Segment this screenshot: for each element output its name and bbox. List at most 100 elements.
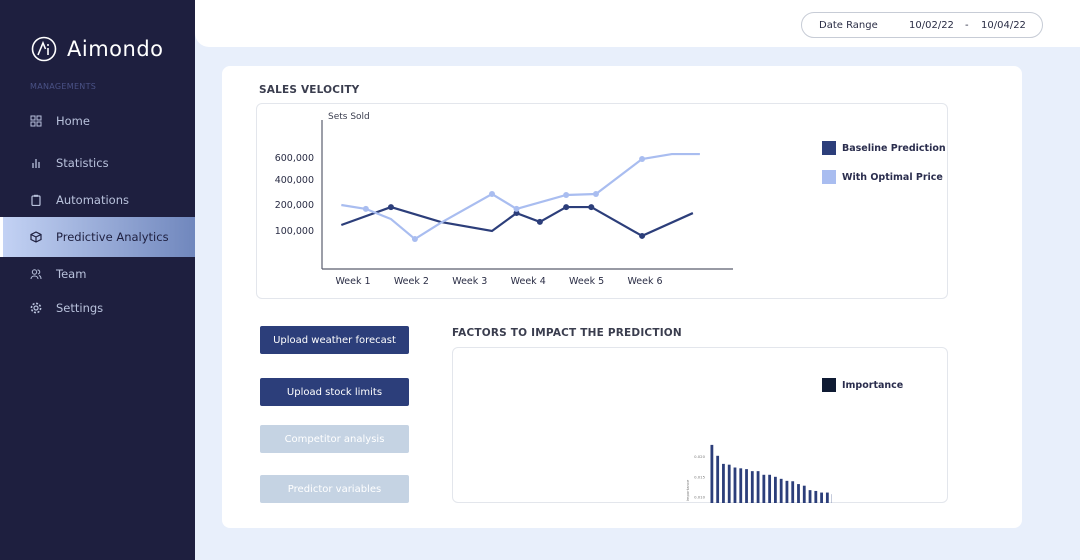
bar bbox=[773, 476, 777, 503]
sales-velocity-title: SALES VELOCITY bbox=[259, 84, 360, 96]
y-tick-label: 400,000 bbox=[275, 175, 314, 186]
users-icon bbox=[30, 269, 42, 280]
app-name: Aimondo bbox=[67, 37, 164, 61]
main-card: SALES VELOCITY Sets Sold 100,000 200,000 40… bbox=[222, 66, 1022, 528]
x-tick-label: Week 2 bbox=[394, 276, 429, 287]
sidebar-item-label: Statistics bbox=[56, 156, 109, 170]
series-line-baseline bbox=[340, 205, 694, 238]
date-range-picker[interactable]: Date Range 10/02/22 - 10/04/22 bbox=[801, 12, 1043, 38]
legend-label: With Optimal Price bbox=[842, 171, 943, 183]
data-point bbox=[592, 191, 599, 197]
bar bbox=[762, 474, 766, 503]
sidebar-item-label: Automations bbox=[56, 193, 129, 207]
data-point bbox=[411, 236, 418, 243]
sidebar-item-label: Team bbox=[56, 267, 87, 281]
grid-icon bbox=[30, 115, 42, 127]
x-tick-label: Week 6 bbox=[627, 276, 662, 287]
bar bbox=[814, 490, 818, 503]
date-separator: - bbox=[965, 19, 969, 31]
bar bbox=[745, 469, 748, 503]
sidebar-item-team[interactable]: Team bbox=[0, 254, 195, 294]
legend-importance: Importance bbox=[822, 378, 903, 392]
x-tick-label: Week 4 bbox=[511, 276, 546, 287]
bar bbox=[802, 485, 806, 503]
legend-label: Importance bbox=[842, 379, 904, 391]
bar bbox=[791, 481, 795, 503]
data-point bbox=[362, 205, 369, 212]
predictor-variables-button[interactable]: Predictor variables bbox=[260, 475, 409, 503]
bar bbox=[756, 471, 760, 503]
bar bbox=[808, 490, 812, 503]
data-point bbox=[387, 204, 394, 211]
legend-baseline: Baseline Prediction bbox=[822, 141, 946, 155]
y-tick-label: 600,000 bbox=[275, 153, 314, 164]
date-to[interactable]: 10/04/22 bbox=[981, 19, 1026, 31]
aimondo-logo-icon bbox=[31, 36, 57, 62]
bar bbox=[733, 467, 737, 503]
sidebar: Aimondo MANAGEMENTS Home Statistics Automa… bbox=[0, 0, 195, 560]
data-point bbox=[513, 205, 520, 212]
date-from[interactable]: 10/02/22 bbox=[909, 19, 954, 31]
data-point bbox=[588, 204, 595, 211]
legend-label: Baseline Prediction bbox=[842, 142, 946, 154]
factors-bar-chart: 0.0000.0050.0100.0150.020ImportanceSF11S… bbox=[685, 444, 832, 503]
logo[interactable]: Aimondo bbox=[31, 36, 164, 62]
sidebar-item-label: Home bbox=[56, 114, 90, 128]
bar bbox=[750, 471, 754, 503]
legend-swatch bbox=[822, 141, 836, 155]
upload-stock-limits-button[interactable]: Upload stock limits bbox=[260, 378, 409, 406]
cube-icon bbox=[30, 231, 42, 243]
data-point bbox=[639, 155, 646, 162]
y-tick-label: 0.010 bbox=[694, 495, 705, 500]
bar bbox=[779, 478, 783, 503]
legend-swatch bbox=[822, 378, 836, 392]
factors-title: FACTORS TO IMPACT THE PREDICTION bbox=[452, 327, 682, 339]
sidebar-item-automations[interactable]: Automations bbox=[0, 180, 195, 220]
data-point bbox=[513, 210, 520, 217]
series-line-optimal bbox=[341, 152, 700, 241]
top-bar: Date Range 10/02/22 - 10/04/22 bbox=[195, 0, 1080, 47]
sidebar-item-predictive-analytics[interactable]: Predictive Analytics bbox=[0, 217, 195, 257]
sidebar-item-label: Settings bbox=[56, 301, 104, 315]
bar bbox=[785, 480, 789, 503]
legend-optimal: With Optimal Price bbox=[822, 170, 943, 184]
sidebar-item-statistics[interactable]: Statistics bbox=[0, 143, 195, 183]
bar bbox=[820, 492, 823, 503]
factors-chart-box bbox=[452, 347, 948, 503]
bar bbox=[722, 463, 725, 503]
date-range-label: Date Range bbox=[819, 19, 878, 31]
upload-weather-forecast-button[interactable]: Upload weather forecast bbox=[260, 326, 409, 354]
sales-velocity-chart: Sets Sold 100,000 200,000 400,000 600,000 Wee… bbox=[275, 112, 733, 287]
y-tick-label: 0.020 bbox=[694, 454, 705, 459]
competitor-analysis-button[interactable]: Competitor analysis bbox=[260, 425, 409, 453]
data-point bbox=[488, 191, 495, 197]
bar bbox=[825, 492, 829, 503]
data-point bbox=[639, 232, 646, 239]
bar bbox=[710, 444, 714, 503]
x-tick-label: Week 5 bbox=[569, 276, 604, 287]
legend-swatch bbox=[822, 170, 836, 184]
gear-icon bbox=[30, 302, 42, 314]
section-label: MANAGEMENTS bbox=[30, 82, 97, 91]
bar bbox=[739, 468, 743, 503]
data-point bbox=[563, 192, 570, 198]
y-axis-label: Sets Sold bbox=[328, 112, 370, 122]
y-axis-label: Importance bbox=[685, 479, 690, 501]
x-tick-label: Week 3 bbox=[452, 276, 487, 287]
data-point bbox=[536, 218, 543, 225]
x-tick-label: Week 1 bbox=[335, 276, 370, 287]
bar bbox=[727, 464, 731, 503]
sales-chart-box bbox=[256, 103, 948, 299]
sidebar-item-settings[interactable]: Settings bbox=[0, 288, 195, 328]
bar bbox=[797, 484, 800, 503]
y-tick-label: 200,000 bbox=[275, 200, 314, 211]
sidebar-item-home[interactable]: Home bbox=[0, 101, 195, 141]
y-tick-label: 100,000 bbox=[275, 226, 314, 237]
data-point bbox=[563, 204, 570, 211]
sidebar-item-label: Predictive Analytics bbox=[56, 230, 169, 244]
bar-chart-icon bbox=[32, 159, 40, 168]
y-tick-label: 0.015 bbox=[694, 474, 705, 479]
bar bbox=[768, 474, 772, 503]
bar bbox=[716, 455, 720, 503]
clipboard-icon bbox=[31, 194, 41, 206]
